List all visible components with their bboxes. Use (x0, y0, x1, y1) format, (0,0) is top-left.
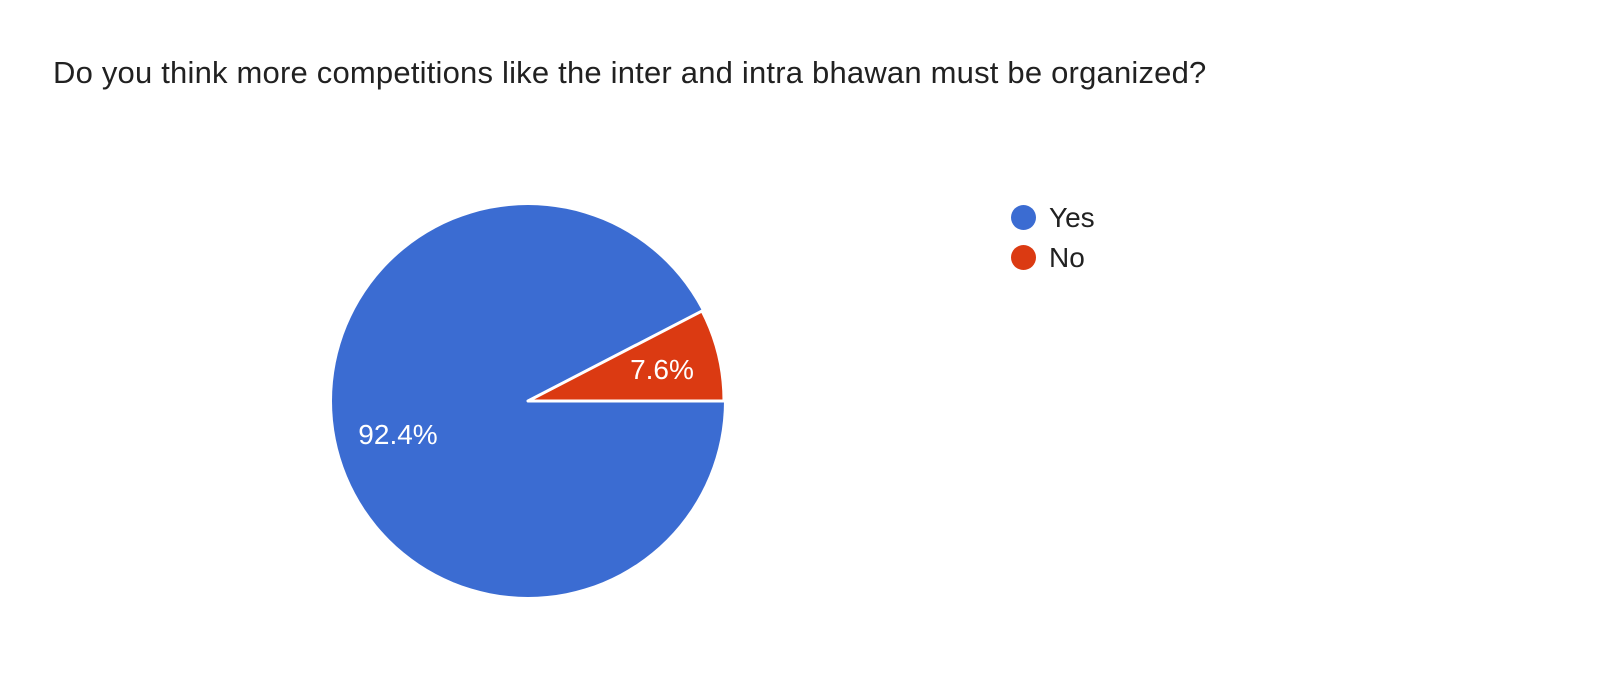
legend-item-yes: Yes (1011, 202, 1095, 233)
question-title: Do you think more competitions like the … (53, 55, 1207, 90)
legend-dot-yes-icon (1011, 205, 1036, 230)
legend-label-yes: Yes (1049, 202, 1095, 233)
legend-dot-no-icon (1011, 245, 1036, 270)
legend-label-no: No (1049, 242, 1085, 273)
pie-slice-no (526, 309, 726, 403)
legend: Yes No (1011, 202, 1095, 273)
slice-label-no: 7.6% (630, 354, 694, 385)
pie-chart: 92.4% 7.6% (328, 201, 728, 601)
legend-item-no: No (1011, 242, 1095, 273)
pie-chart-svg: 92.4% 7.6% (332, 205, 726, 597)
slice-label-yes: 92.4% (358, 419, 437, 450)
